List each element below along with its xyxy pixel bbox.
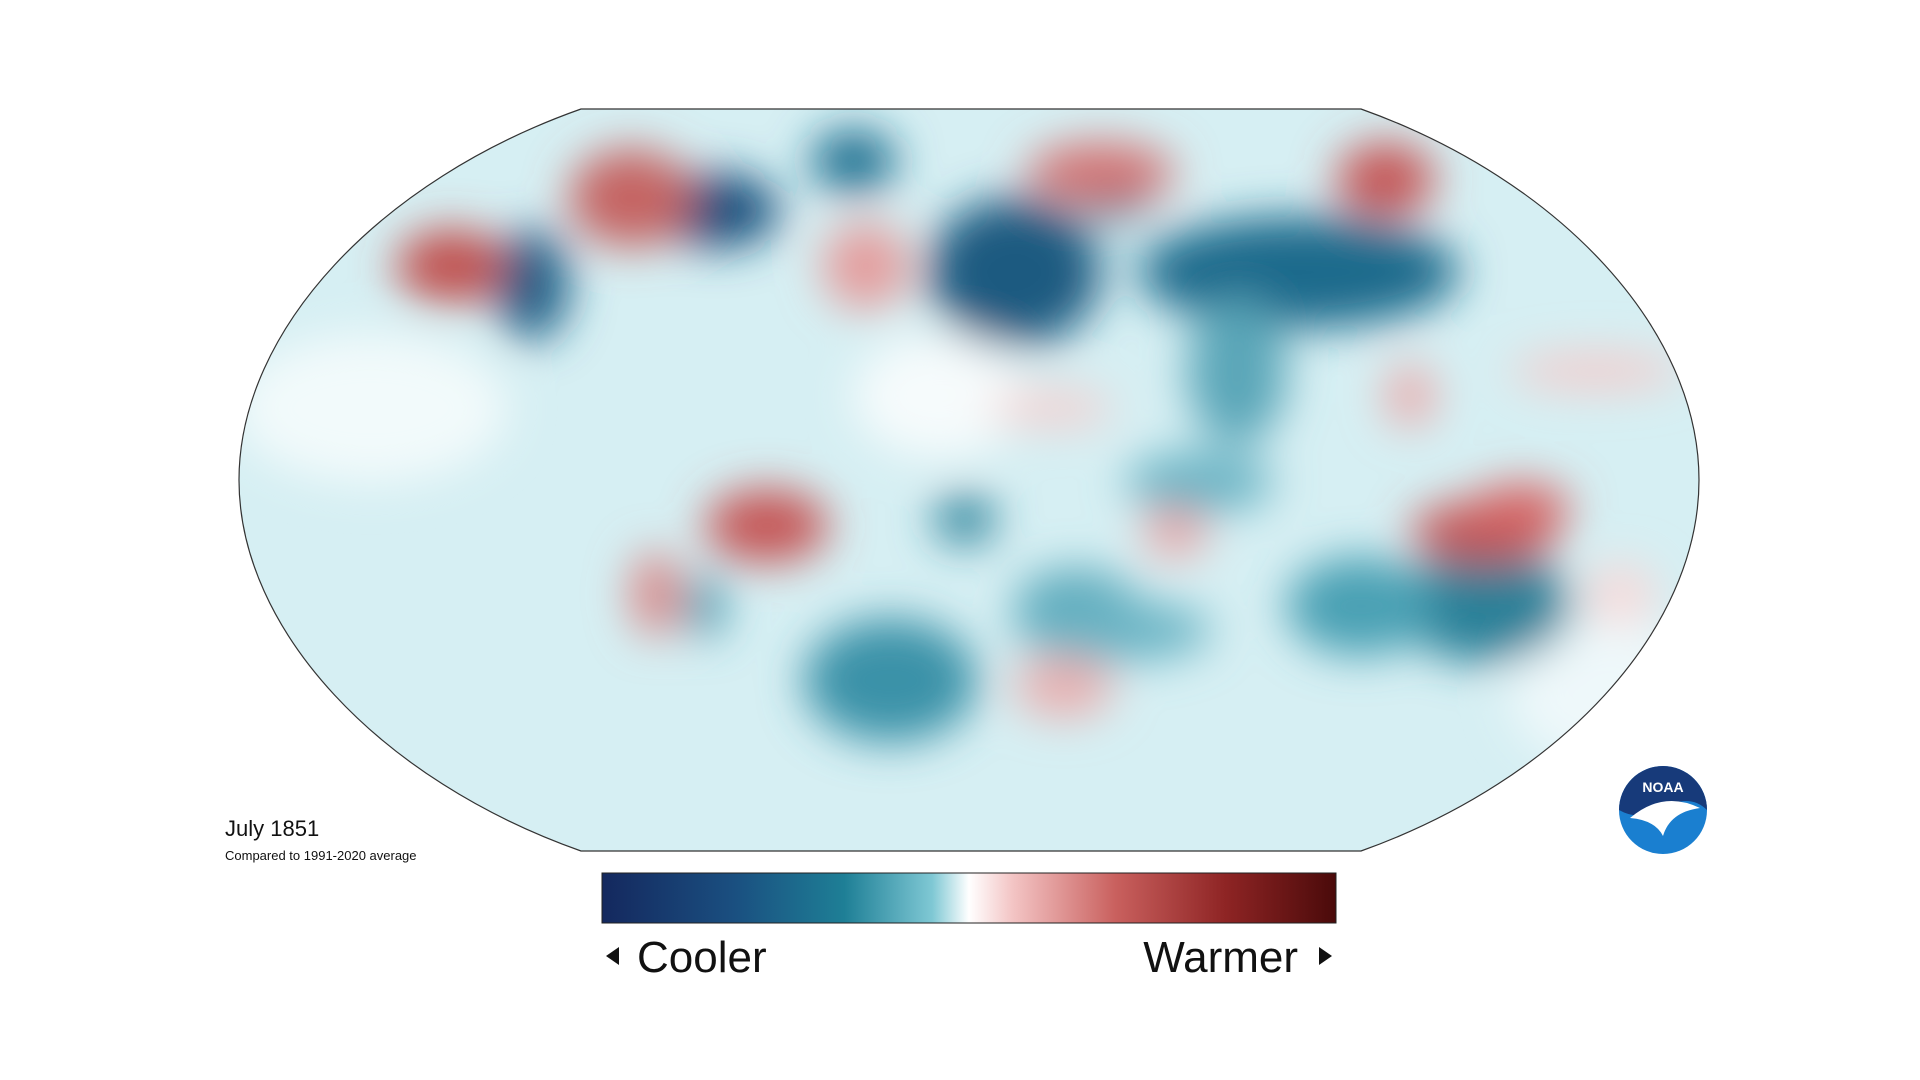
map-title: July 1851 [225,816,319,841]
anomaly-region [1138,216,1460,328]
anomaly-region [569,148,693,248]
anomaly-region [1385,364,1435,427]
anomaly-region [1026,142,1176,205]
anomaly-region [239,333,508,483]
anomaly-region [630,550,681,638]
anomaly-region [705,488,829,563]
logo-top [1619,766,1707,816]
map-subtitle: Compared to 1991-2020 average [225,848,417,863]
anomaly-region [1509,352,1683,390]
anomaly-region [1014,599,1213,662]
anomaly-field [239,109,1699,851]
warmer-label: Warmer [1143,933,1298,982]
logo-bird [1630,800,1700,836]
cooler-arrow [606,947,619,965]
anomaly-region [1583,562,1658,625]
anomaly-region [822,222,910,310]
anomaly-region [810,129,897,192]
anomaly-region [494,228,570,341]
anomaly-region [989,389,1114,427]
logo-text: NOAA [1642,779,1683,795]
anomaly-blobs [239,129,1699,767]
warmer-arrow [1319,947,1332,965]
anomaly-region [933,494,996,545]
anomaly-region [686,575,724,638]
anomaly-region [1335,142,1435,217]
map-outline [238,108,1700,852]
color-scale [601,872,1337,924]
anomaly-region [395,228,508,304]
anomaly-region [804,618,978,743]
anomaly-region [1187,296,1287,446]
anomaly-region [1472,482,1571,532]
anomaly-region [1144,507,1207,557]
anomaly-region [927,197,1101,347]
anomaly-region [1397,550,1571,662]
noaa-logo: NOAA [1619,766,1707,854]
anomaly-region [853,333,1027,458]
anomaly-region [1286,556,1435,656]
anomaly-region [1014,655,1114,718]
cooler-label: Cooler [637,933,767,982]
anomaly-region [1125,451,1275,514]
